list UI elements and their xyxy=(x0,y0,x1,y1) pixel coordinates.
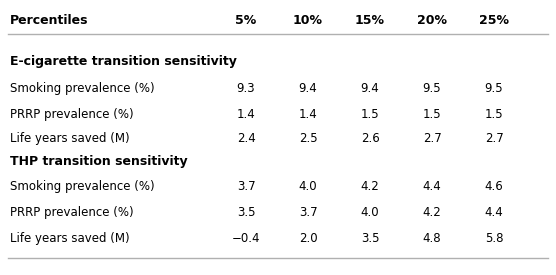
Text: 5%: 5% xyxy=(235,14,257,27)
Text: 2.0: 2.0 xyxy=(299,232,317,245)
Text: 2.7: 2.7 xyxy=(423,132,441,145)
Text: 3.5: 3.5 xyxy=(237,206,255,219)
Text: 9.5: 9.5 xyxy=(485,82,503,95)
Text: 10%: 10% xyxy=(293,14,323,27)
Text: 1.4: 1.4 xyxy=(237,108,255,121)
Text: PRRP prevalence (%): PRRP prevalence (%) xyxy=(10,108,133,121)
Text: 4.0: 4.0 xyxy=(299,180,317,193)
Text: Life years saved (M): Life years saved (M) xyxy=(10,232,130,245)
Text: 9.3: 9.3 xyxy=(237,82,255,95)
Text: 2.5: 2.5 xyxy=(299,132,317,145)
Text: 4.8: 4.8 xyxy=(423,232,441,245)
Text: 9.4: 9.4 xyxy=(299,82,317,95)
Text: 9.5: 9.5 xyxy=(423,82,441,95)
Text: −0.4: −0.4 xyxy=(232,232,260,245)
Text: Smoking prevalence (%): Smoking prevalence (%) xyxy=(10,180,155,193)
Text: E-cigarette transition sensitivity: E-cigarette transition sensitivity xyxy=(10,55,237,68)
Text: 15%: 15% xyxy=(355,14,385,27)
Text: 3.7: 3.7 xyxy=(237,180,255,193)
Text: 4.2: 4.2 xyxy=(423,206,441,219)
Text: Life years saved (M): Life years saved (M) xyxy=(10,132,130,145)
Text: 2.6: 2.6 xyxy=(361,132,379,145)
Text: 3.7: 3.7 xyxy=(299,206,317,219)
Text: 2.7: 2.7 xyxy=(485,132,503,145)
Text: 1.5: 1.5 xyxy=(485,108,503,121)
Text: 4.2: 4.2 xyxy=(361,180,379,193)
Text: 4.0: 4.0 xyxy=(361,206,379,219)
Text: 1.5: 1.5 xyxy=(423,108,441,121)
Text: THP transition sensitivity: THP transition sensitivity xyxy=(10,155,187,168)
Text: Smoking prevalence (%): Smoking prevalence (%) xyxy=(10,82,155,95)
Text: PRRP prevalence (%): PRRP prevalence (%) xyxy=(10,206,133,219)
Text: 5.8: 5.8 xyxy=(485,232,503,245)
Text: 2.4: 2.4 xyxy=(237,132,255,145)
Text: 4.6: 4.6 xyxy=(485,180,503,193)
Text: 20%: 20% xyxy=(417,14,447,27)
Text: 9.4: 9.4 xyxy=(361,82,379,95)
Text: 4.4: 4.4 xyxy=(485,206,503,219)
Text: 1.4: 1.4 xyxy=(299,108,317,121)
Text: 1.5: 1.5 xyxy=(361,108,379,121)
Text: 25%: 25% xyxy=(479,14,509,27)
Text: 3.5: 3.5 xyxy=(361,232,379,245)
Text: 4.4: 4.4 xyxy=(423,180,441,193)
Text: Percentiles: Percentiles xyxy=(10,14,88,27)
